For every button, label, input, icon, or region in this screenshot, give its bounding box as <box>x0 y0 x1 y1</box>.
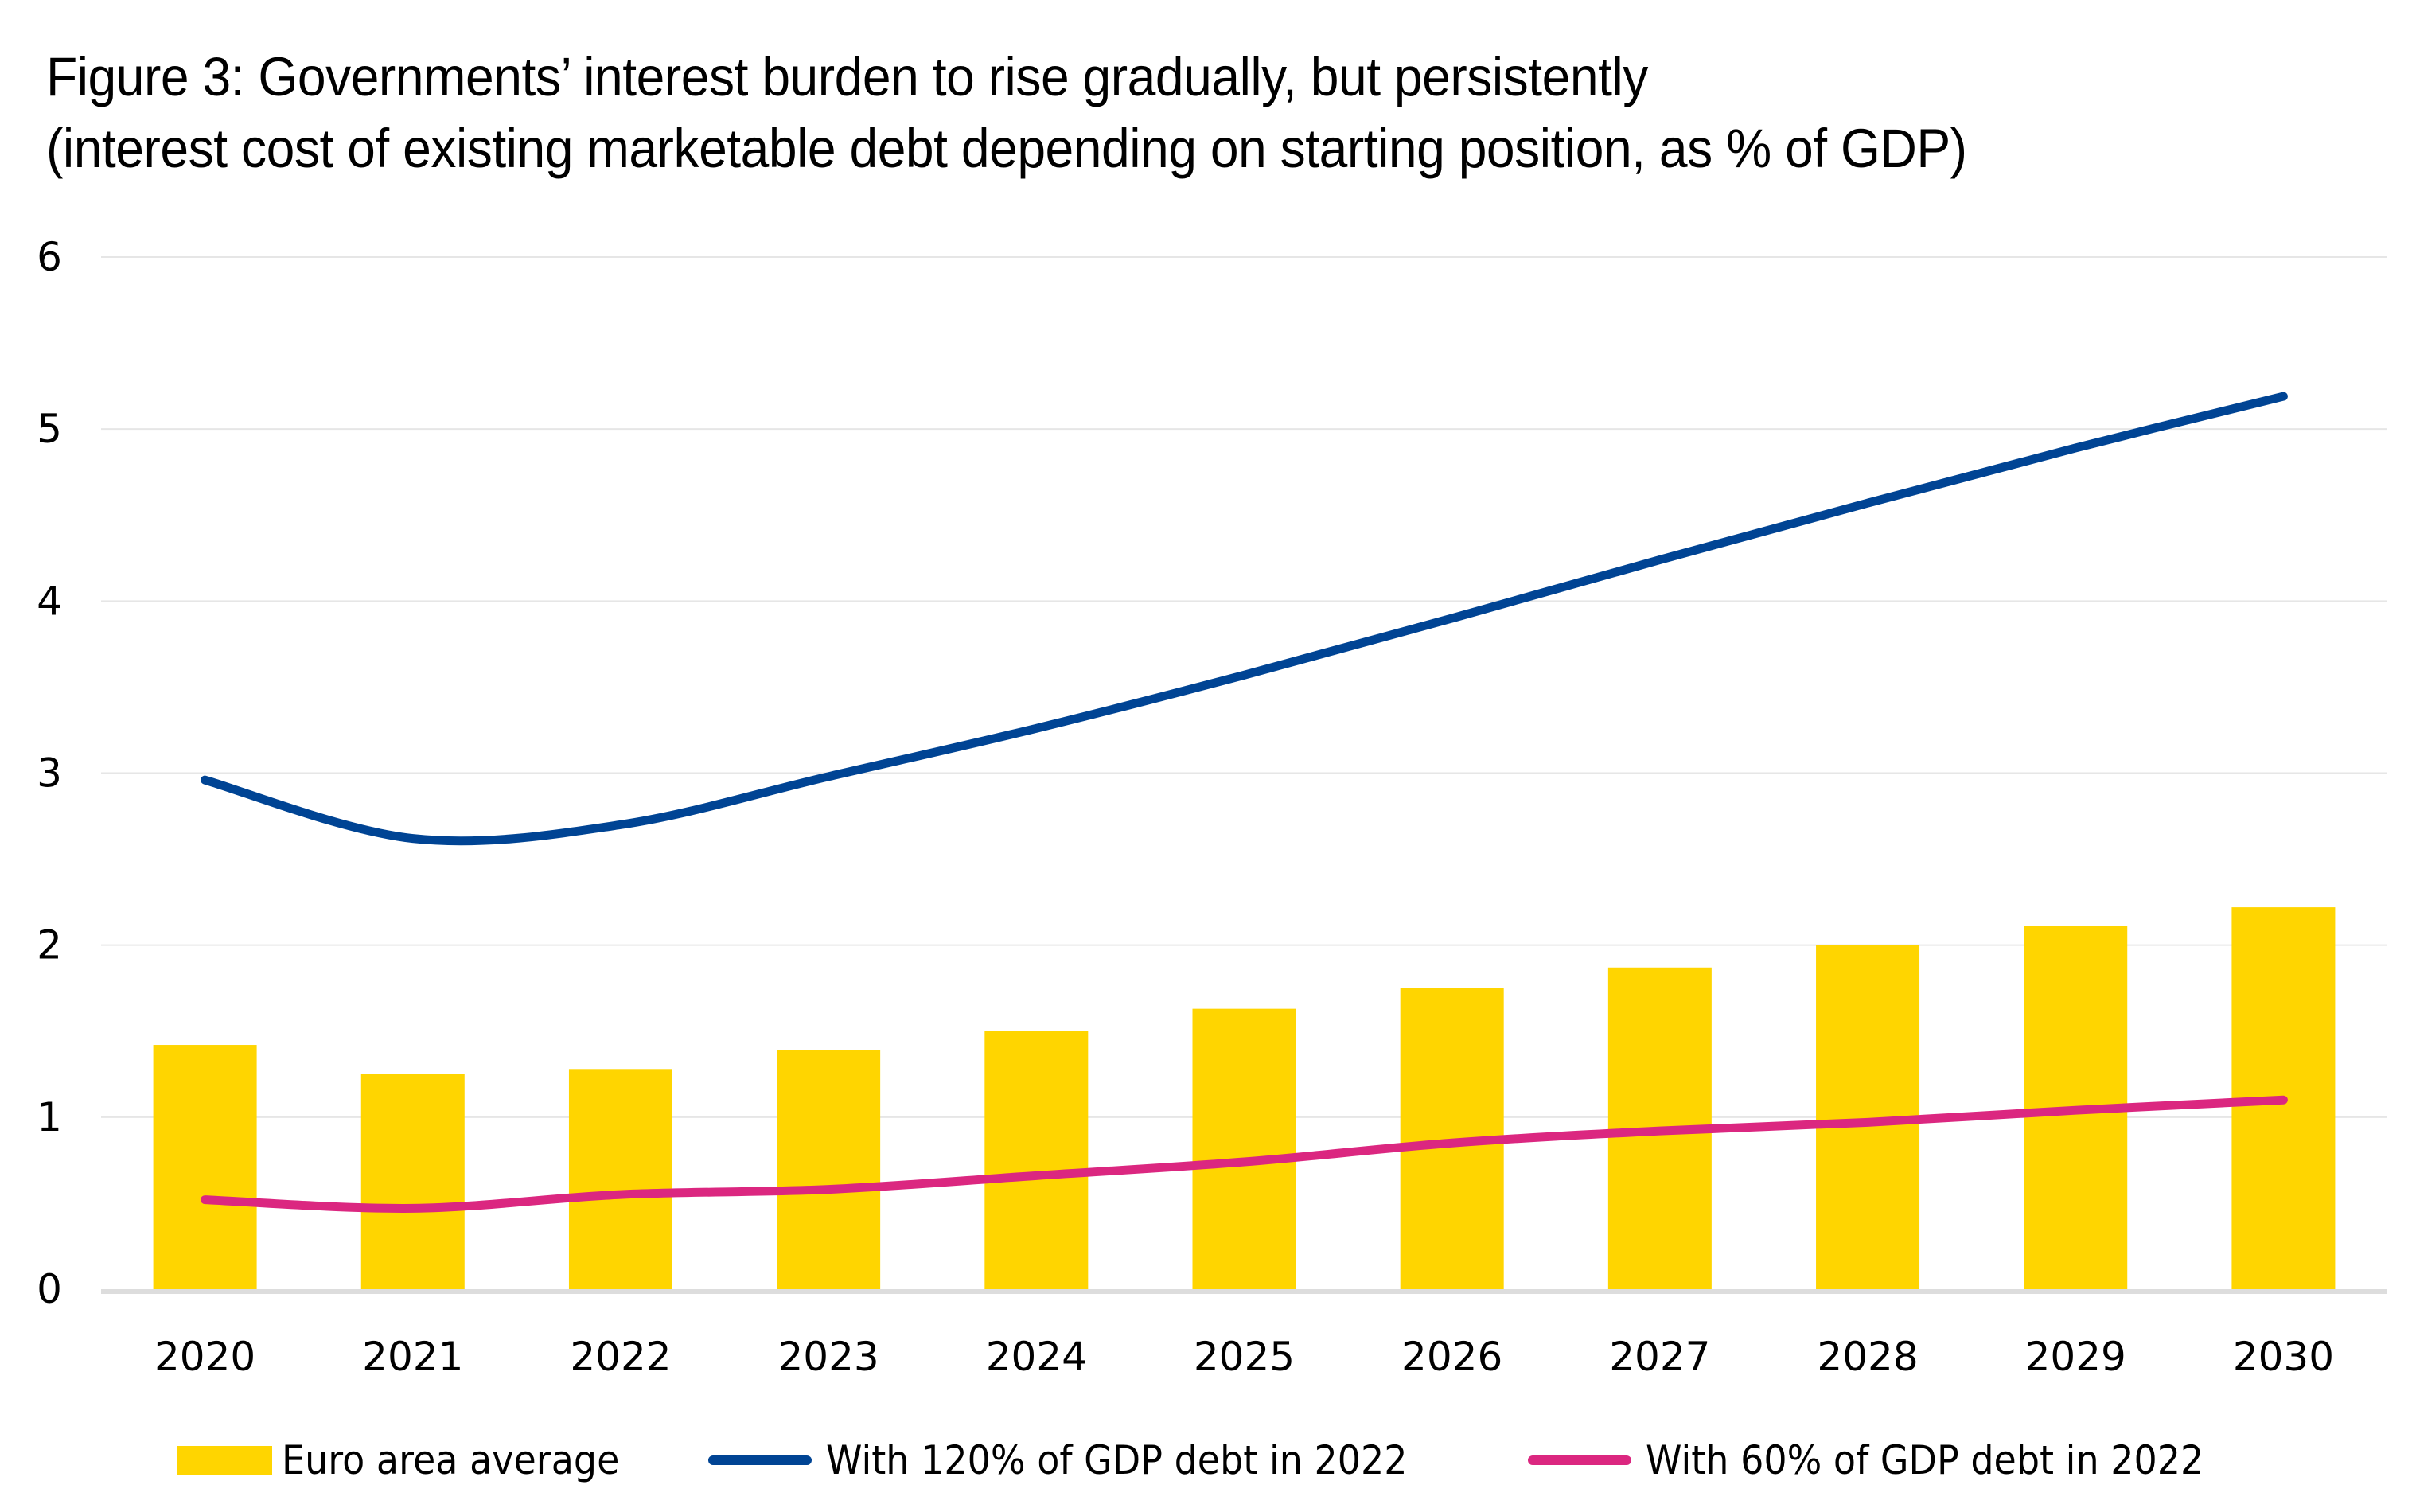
legend-label: With 120% of GDP debt in 2022 <box>826 1437 1408 1483</box>
line-120pct-debt <box>201 392 2288 846</box>
bar-2024 <box>984 1031 1089 1289</box>
legend: Euro area average With 120% of GDP debt … <box>0 1424 2412 1496</box>
x-tick-label: 2026 <box>1401 1334 1502 1380</box>
chart-subtitle: (interest cost of existing marketable de… <box>46 118 1967 179</box>
legend-label: With 60% of GDP debt in 2022 <box>1646 1437 2204 1483</box>
x-tick-label: 2022 <box>570 1334 671 1380</box>
legend-label: Euro area average <box>282 1437 620 1483</box>
x-tick-label: 2027 <box>1609 1334 1710 1380</box>
x-tick-label: 2021 <box>362 1334 463 1380</box>
x-tick-label: 2023 <box>778 1334 879 1380</box>
y-tick-label: 2 <box>37 922 62 968</box>
bar-2022 <box>568 1069 672 1289</box>
x-tick-label: 2020 <box>154 1334 255 1380</box>
legend-item-euro-area: Euro area average <box>177 1424 649 1496</box>
x-tick-label: 2028 <box>1817 1334 1918 1380</box>
y-tick-label: 6 <box>37 234 62 280</box>
y-tick-label: 3 <box>37 750 62 797</box>
chart-area: 0 1 2 3 4 5 6 2020 2021 2022 2023 2024 2025 2026 2027… <box>37 234 2387 1380</box>
legend-item-120: With 120% of GDP debt in 2022 <box>708 1424 1458 1496</box>
x-tick-label: 2025 <box>1194 1334 1295 1380</box>
y-tick-label: 5 <box>37 406 62 452</box>
y-axis-ticks: 0 1 2 3 4 5 6 <box>37 234 62 1312</box>
x-tick-label: 2024 <box>986 1334 1087 1380</box>
x-axis-ticks: 2020 2021 2022 2023 2024 2025 2026 2027 2028 2029… <box>154 1334 2334 1380</box>
legend-item-60: With 60% of GDP debt in 2022 <box>1528 1424 2252 1496</box>
bar-2025 <box>1192 1008 1296 1289</box>
legend-swatch-line-pink <box>1528 1455 1631 1465</box>
chart-title: Figure 3: Governments’ interest burden t… <box>46 46 1648 107</box>
y-tick-label: 0 <box>37 1266 62 1312</box>
lines <box>201 392 2288 1213</box>
chart-title-block: Figure 3: Governments’ interest burden t… <box>46 41 1967 185</box>
legend-swatch-line-blue <box>708 1455 812 1465</box>
legend-swatch-bar <box>177 1446 272 1475</box>
bar-2023 <box>777 1050 881 1289</box>
y-tick-label: 1 <box>37 1094 62 1140</box>
bars <box>153 907 2336 1289</box>
x-tick-label: 2029 <box>2025 1334 2126 1380</box>
bar-2021 <box>360 1074 465 1289</box>
y-tick-label: 4 <box>37 578 62 624</box>
x-tick-label: 2030 <box>2233 1334 2334 1380</box>
bar-2020 <box>153 1045 257 1289</box>
